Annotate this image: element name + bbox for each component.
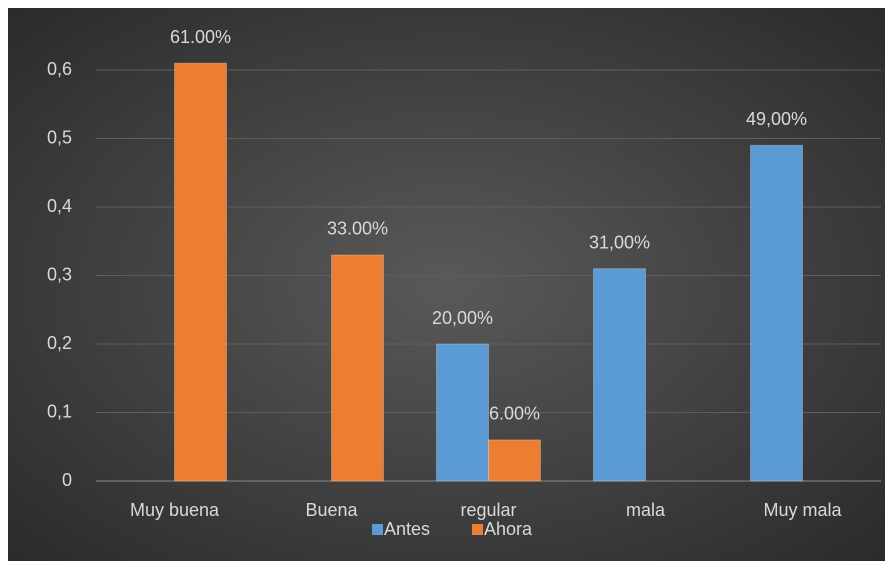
data-label: 20,00% — [432, 308, 493, 328]
data-label: 61.00% — [170, 27, 231, 47]
data-label: 33.00% — [327, 219, 388, 239]
y-tick-label: 0,4 — [47, 196, 72, 216]
y-tick-label: 0,2 — [47, 333, 72, 353]
bar — [174, 62, 227, 482]
x-tick-label: regular — [460, 500, 516, 520]
y-tick-label: 0,5 — [47, 127, 72, 147]
x-tick-label: Buena — [305, 500, 358, 520]
data-label: 6.00% — [489, 404, 540, 424]
legend-label: Ahora — [484, 519, 533, 539]
x-tick-label: Muy buena — [130, 500, 220, 520]
bar — [750, 144, 803, 482]
y-tick-label: 0 — [62, 470, 72, 490]
x-tick-label: mala — [626, 500, 666, 520]
y-tick-label: 0,1 — [47, 401, 72, 421]
bar — [593, 268, 646, 482]
x-tick-label: Muy mala — [763, 500, 842, 520]
data-label: 31,00% — [589, 232, 650, 252]
legend-label: Antes — [384, 519, 430, 539]
bar — [331, 254, 384, 482]
y-tick-label: 0,6 — [47, 59, 72, 79]
data-label: 49,00% — [746, 109, 807, 129]
legend-marker — [472, 524, 483, 535]
legend-marker — [372, 524, 383, 535]
bar — [436, 343, 489, 482]
bar — [488, 439, 541, 482]
y-tick-label: 0,3 — [47, 264, 72, 284]
